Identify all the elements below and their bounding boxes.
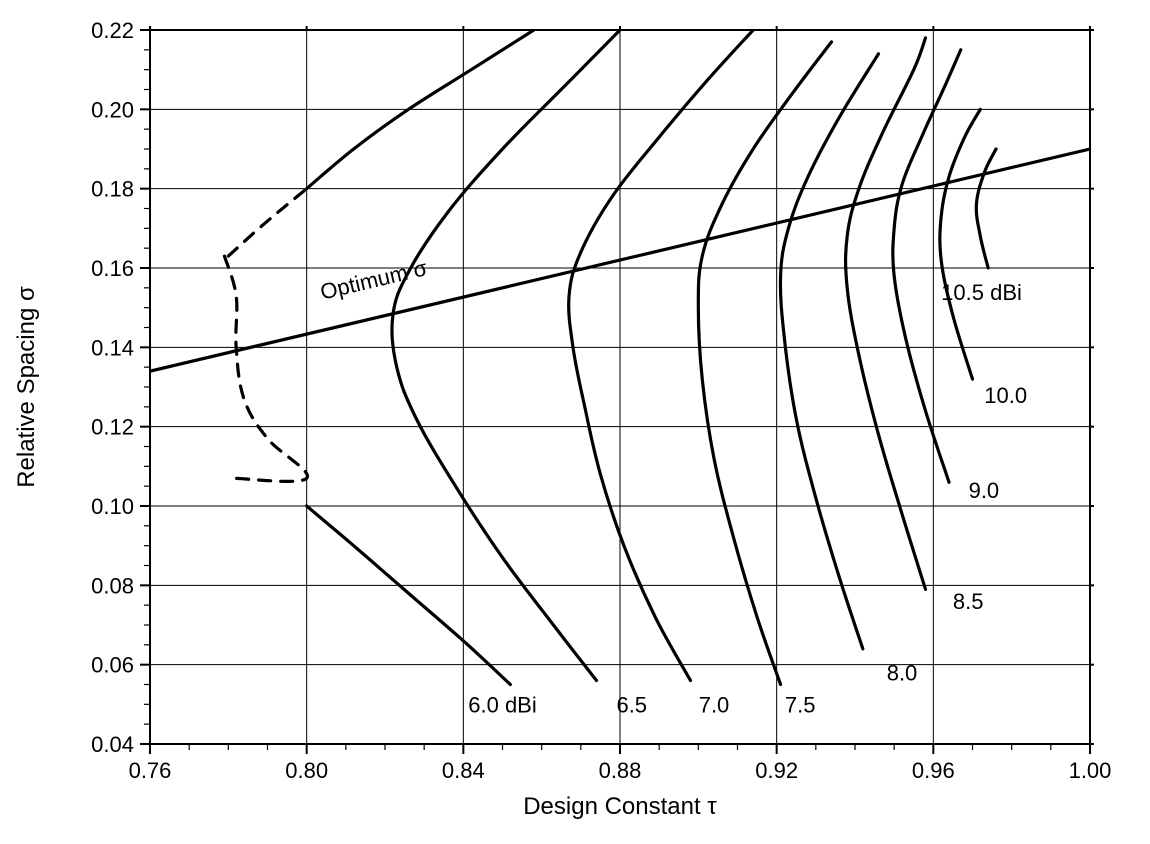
x-tick-label: 0.80 xyxy=(285,758,328,783)
contour-label-6: 9.0 xyxy=(969,478,1000,503)
contour-label-8: 10.5 dBi xyxy=(941,280,1022,305)
contour-label-5: 8.5 xyxy=(953,589,984,614)
plot-background xyxy=(0,0,1150,844)
lpda-design-chart: 0.76 0.80 0.84 0.88 0.92 0.96 1.00 0.04 0.06 0.08… xyxy=(0,0,1150,844)
contour-label-7: 10.0 xyxy=(984,383,1027,408)
y-tick-label: 0.08 xyxy=(91,573,134,598)
y-tick-label: 0.18 xyxy=(91,177,134,202)
x-tick-label: 0.88 xyxy=(599,758,642,783)
y-tick-label: 0.22 xyxy=(91,18,134,43)
y-tick-label: 0.20 xyxy=(91,97,134,122)
x-tick-label: 0.92 xyxy=(755,758,798,783)
contour-label-1: 6.5 xyxy=(616,692,647,717)
contour-label-3: 7.5 xyxy=(785,692,816,717)
contour-label-4: 8.0 xyxy=(887,661,918,686)
contour-label-0: 6.0 dBi xyxy=(468,692,537,717)
y-tick-label: 0.14 xyxy=(91,335,134,360)
x-tick-label: 0.84 xyxy=(442,758,485,783)
contour-label-2: 7.0 xyxy=(699,692,730,717)
x-tick-label: 0.76 xyxy=(129,758,172,783)
y-axis-label: Relative Spacing σ xyxy=(13,286,40,488)
y-tick-label: 0.06 xyxy=(91,653,134,678)
y-tick-label: 0.12 xyxy=(91,415,134,440)
y-tick-label: 0.16 xyxy=(91,256,134,281)
x-tick-label: 0.96 xyxy=(912,758,955,783)
y-tick-label: 0.04 xyxy=(91,732,134,757)
x-tick-label: 1.00 xyxy=(1069,758,1112,783)
y-tick-label: 0.10 xyxy=(91,494,134,519)
x-axis-label: Design Constant τ xyxy=(523,793,717,820)
